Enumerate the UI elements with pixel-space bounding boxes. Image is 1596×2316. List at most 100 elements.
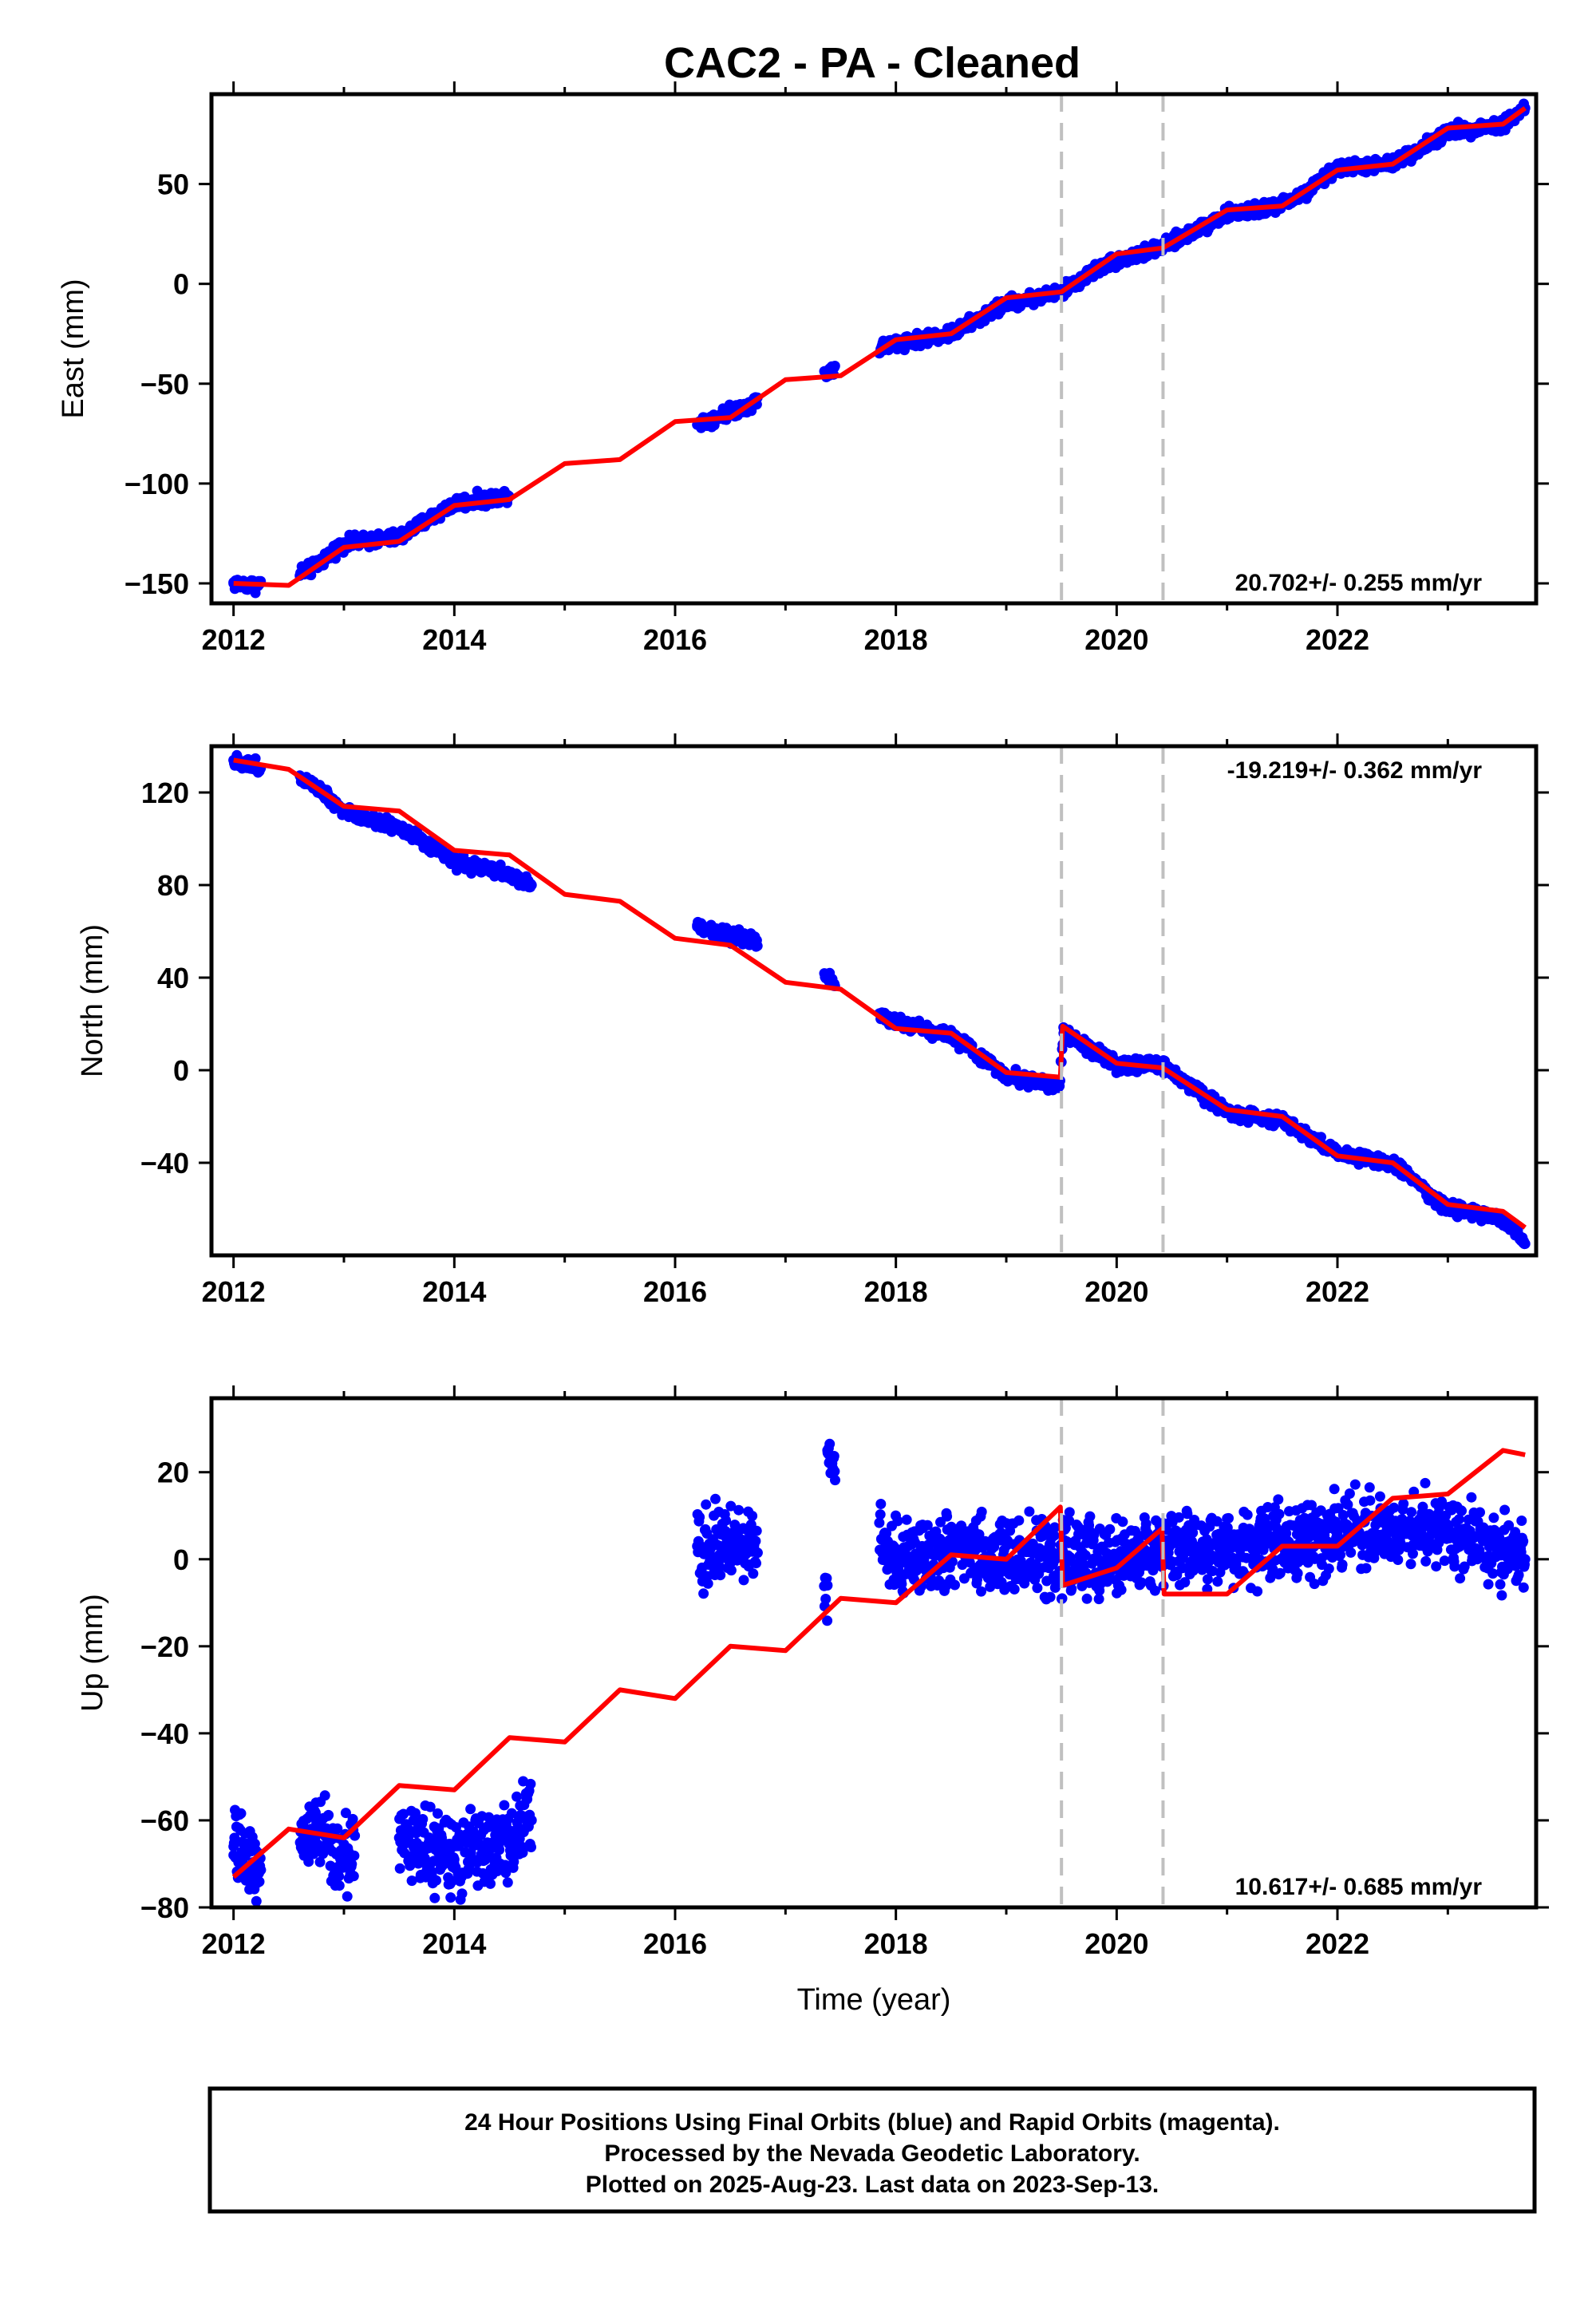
observation-point bbox=[254, 1876, 265, 1887]
observation-point bbox=[1211, 1516, 1223, 1527]
plot-frame bbox=[209, 92, 1539, 606]
observation-point bbox=[406, 1875, 417, 1887]
observation-point bbox=[1449, 1561, 1460, 1572]
observation-point bbox=[1408, 1548, 1418, 1559]
observation-point bbox=[1459, 1561, 1470, 1572]
observation-point bbox=[1148, 1565, 1159, 1576]
panel-up: 2012 2014 2016 2018 2020 2022−80−60−40−20020U… bbox=[76, 1385, 1549, 2017]
observation-point bbox=[1116, 1584, 1127, 1595]
observation-point bbox=[1361, 1563, 1372, 1574]
observation-point bbox=[526, 1815, 537, 1826]
observation-point bbox=[314, 1856, 326, 1867]
observation-point bbox=[698, 1588, 709, 1599]
observation-point bbox=[1130, 1526, 1140, 1536]
observation-point bbox=[1173, 1512, 1184, 1523]
observation-point bbox=[340, 1808, 351, 1819]
observation-point bbox=[447, 1875, 458, 1887]
observation-point bbox=[881, 1528, 892, 1539]
observation-point bbox=[702, 1578, 713, 1589]
observation-point bbox=[1212, 1576, 1223, 1587]
observation-point bbox=[822, 1615, 833, 1626]
observation-point bbox=[1389, 1502, 1400, 1513]
rate-annotation: 20.702+/- 0.255 mm/yr bbox=[1235, 570, 1483, 596]
observation-point bbox=[1024, 1506, 1035, 1517]
observation-point bbox=[822, 1580, 833, 1591]
observation-point bbox=[1344, 1488, 1355, 1499]
observation-point bbox=[526, 879, 537, 891]
observation-point bbox=[410, 1808, 421, 1819]
observation-point bbox=[829, 1466, 840, 1477]
observation-point bbox=[393, 822, 405, 832]
observation-point bbox=[334, 1871, 345, 1882]
observation-point bbox=[1309, 1579, 1320, 1590]
observation-point bbox=[1436, 1496, 1448, 1508]
observation-point bbox=[445, 1892, 456, 1903]
y-tick-label: −40 bbox=[140, 1147, 189, 1180]
y-tick-label: −150 bbox=[124, 567, 189, 600]
observation-point bbox=[989, 1541, 1000, 1552]
model-curve bbox=[231, 1448, 1526, 1879]
observation-point bbox=[1049, 1522, 1061, 1533]
x-tick-label: 2022 bbox=[1306, 623, 1369, 656]
observation-point bbox=[235, 1808, 247, 1819]
observation-point bbox=[1431, 1561, 1442, 1572]
observation-point bbox=[1503, 1520, 1515, 1531]
observation-point bbox=[1519, 1239, 1531, 1249]
x-tick-label: 2016 bbox=[643, 623, 707, 656]
observation-point bbox=[752, 1547, 763, 1559]
observation-point bbox=[747, 1536, 758, 1547]
observation-point bbox=[1104, 1524, 1116, 1535]
observation-point bbox=[1064, 1507, 1075, 1518]
y-axis-label: East (mm) bbox=[57, 279, 90, 418]
observation-point bbox=[885, 1554, 896, 1565]
observation-point bbox=[710, 1493, 721, 1504]
observation-point bbox=[976, 1506, 987, 1517]
observation-point bbox=[892, 1516, 903, 1527]
observation-point bbox=[1111, 1554, 1122, 1565]
observation-point bbox=[1179, 1577, 1191, 1588]
y-axis-label: North (mm) bbox=[76, 924, 109, 1077]
observation-point bbox=[1306, 1500, 1317, 1511]
y-tick-label: 40 bbox=[157, 962, 189, 994]
x-tick-label: 2022 bbox=[1306, 1275, 1369, 1308]
observation-point bbox=[323, 1809, 334, 1820]
observation-point bbox=[1345, 1547, 1357, 1558]
observation-point bbox=[1516, 1516, 1527, 1526]
observation-point bbox=[1274, 1567, 1286, 1579]
observation-point bbox=[453, 1840, 464, 1852]
observation-point bbox=[1349, 1479, 1361, 1490]
observation-point bbox=[1406, 1507, 1417, 1518]
model-curve bbox=[233, 757, 1527, 1230]
observation-point bbox=[1177, 1563, 1188, 1574]
observation-point bbox=[1223, 1512, 1234, 1524]
observation-point bbox=[1045, 1591, 1056, 1603]
observation-point bbox=[1455, 1573, 1466, 1584]
observation-point bbox=[417, 1814, 429, 1824]
observation-point bbox=[303, 1856, 314, 1867]
observation-point bbox=[1498, 1545, 1508, 1556]
x-tick-label: 2018 bbox=[864, 1275, 928, 1308]
observation-point bbox=[692, 1540, 703, 1551]
x-tick-label: 2018 bbox=[864, 623, 928, 656]
y-tick-label: 80 bbox=[157, 869, 189, 902]
observation-point bbox=[393, 1832, 405, 1844]
observation-point bbox=[1053, 1081, 1065, 1092]
plot-frame bbox=[209, 744, 1539, 1258]
observation-point bbox=[692, 921, 703, 932]
observation-point bbox=[512, 1791, 522, 1802]
observation-point bbox=[517, 1847, 528, 1858]
observation-point bbox=[429, 1892, 440, 1903]
observation-point bbox=[342, 1891, 353, 1902]
observation-point bbox=[715, 1570, 726, 1581]
x-tick-label: 2012 bbox=[202, 623, 266, 656]
observation-point bbox=[399, 1848, 410, 1859]
x-tick-label: 2012 bbox=[202, 1275, 266, 1308]
observation-point bbox=[1222, 1522, 1233, 1533]
y-tick-label: 120 bbox=[141, 777, 189, 809]
observation-point bbox=[1387, 1524, 1398, 1535]
observation-point bbox=[974, 1529, 985, 1540]
observation-point bbox=[1342, 1499, 1353, 1510]
observation-point bbox=[347, 1813, 358, 1824]
observation-point bbox=[875, 1509, 886, 1520]
observation-point bbox=[1456, 1505, 1467, 1516]
